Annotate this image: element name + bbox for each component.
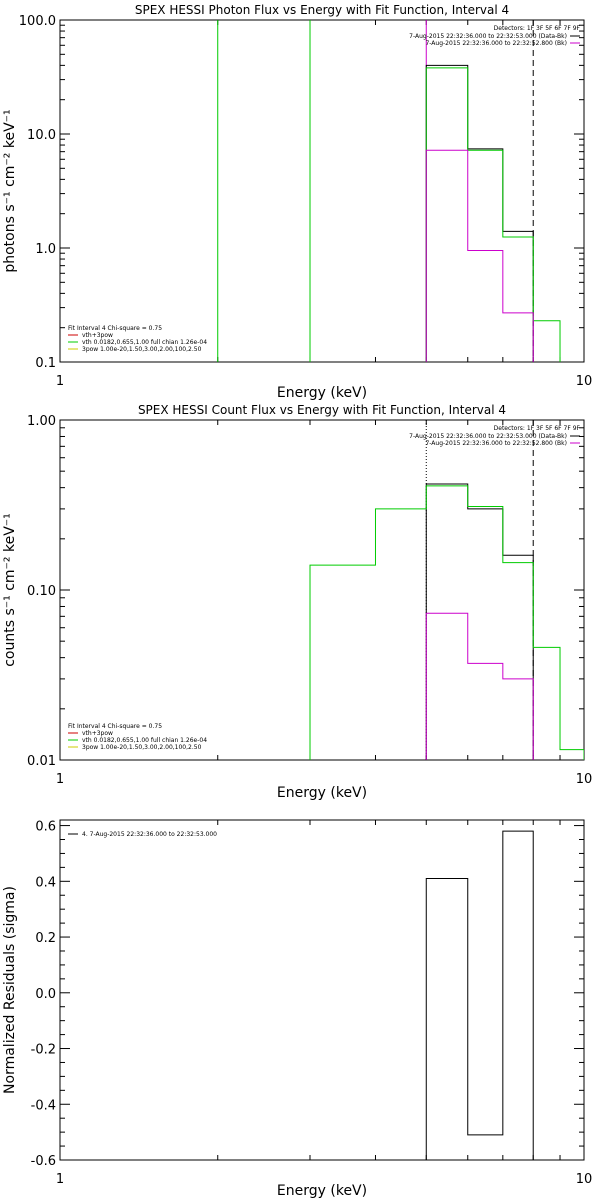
- y-tick-label: 100.0: [19, 14, 56, 29]
- chart-title: SPEX HESSI Count Flux vs Energy with Fit…: [138, 403, 506, 417]
- plot-frame: [59, 819, 585, 1161]
- y-tick-label: 0.1: [35, 356, 56, 371]
- x-axis-label: Energy (keV): [277, 385, 367, 401]
- data-layer: [425, 830, 534, 1160]
- legend-fit-title: Fit Interval 4 Chi-square = 0.75: [68, 723, 162, 730]
- legend-detectors: Detectors: 1F 3F 5F 6F 7F 9F: [494, 25, 581, 32]
- plot-frame: [59, 419, 585, 761]
- data-layer: [309, 420, 584, 760]
- series-2-line: [309, 485, 584, 760]
- series-3-line: [425, 149, 534, 362]
- legend-fit-title: Fit Interval 4 Chi-square = 0.75: [68, 325, 162, 332]
- legend-right-item-1: 7-Aug-2015 22:32:36.000 to 22:32:53.000 …: [409, 433, 567, 440]
- x-tick-label: 10: [576, 1172, 593, 1187]
- y-tick-label: 0.10: [27, 584, 56, 599]
- y-tick-label: 0.6: [35, 820, 56, 835]
- series-1-line: [425, 64, 534, 362]
- legend-left-item-2: vth 0.0182,0.655,1.00 full chian 1.26e-0…: [82, 737, 207, 744]
- y-tick-label: -0.6: [31, 1154, 56, 1169]
- legend-left-item-1: 4. 7-Aug-2015 22:32:36.000 to 22:32:53.0…: [82, 831, 217, 838]
- legend-detectors: Detectors: 1F 3F 5F 6F 7F 9F: [494, 425, 581, 432]
- chart-panel-3: 1 10 -0.6 -0.4 -0.2 0.0 0.2 0.4 0.6 Energy (keV) N…: [2, 819, 593, 1199]
- legend-left-item-1: vth+3pow: [82, 332, 113, 339]
- y-tick-label: -0.4: [31, 1098, 56, 1113]
- y-tick-label: 0.2: [35, 931, 56, 946]
- series-2-line: [425, 67, 561, 362]
- y-axis-label: photons s⁻¹ cm⁻² keV⁻¹: [2, 109, 18, 272]
- legend-left-item-3: 3pow 1.00e-20,1.50,3.00,2.00,100,2.50: [82, 744, 202, 751]
- series-3-line: [425, 612, 534, 760]
- legend-left-item-2: vth 0.0182,0.655,1.00 full chian 1.26e-0…: [82, 339, 207, 346]
- chart-panel-2: 1 10 0.01 0.10 1.00 SPEX HESSI Count Flux vs …: [2, 403, 592, 801]
- data-layer: [217, 20, 561, 362]
- x-tick-label: 10: [576, 772, 593, 787]
- chart-panel-1: 1 10 0.1 1.0 10.0 100.0 SPEX HESSI Photon Flux…: [2, 3, 592, 401]
- x-tick-label: 1: [56, 374, 64, 389]
- y-axis-label: Normalized Residuals (sigma): [2, 886, 18, 1094]
- series-1-line: [425, 483, 534, 760]
- x-tick-label: 10: [576, 374, 593, 389]
- x-tick-label: 1: [56, 772, 64, 787]
- legend-right-item-2: 7-Aug-2015 22:32:36.000 to 22:32:52.800 …: [425, 40, 567, 47]
- x-tick-label: 1: [56, 1172, 64, 1187]
- y-tick-label: 0.0: [35, 987, 56, 1002]
- y-tick-label: 1.0: [35, 242, 56, 257]
- legend-right-item-2: 7-Aug-2015 22:32:36.000 to 22:32:52.800 …: [425, 440, 567, 447]
- plot-frame: [59, 19, 585, 363]
- legend-left-item-3: 3pow 1.00e-20,1.50,3.00,2.00,100,2.50: [82, 346, 202, 353]
- chart-title: SPEX HESSI Photon Flux vs Energy with Fi…: [135, 3, 509, 17]
- y-tick-label: -0.2: [31, 1043, 56, 1058]
- y-axis-label: counts s⁻¹ cm⁻² keV⁻¹: [2, 513, 18, 667]
- series-1-line: [425, 830, 534, 1160]
- x-axis-label: Energy (keV): [277, 785, 367, 801]
- legend-left-item-1: vth+3pow: [82, 730, 113, 737]
- y-tick-label: 0.4: [35, 875, 56, 890]
- y-tick-label: 10.0: [27, 128, 56, 143]
- x-axis-label: Energy (keV): [277, 1183, 367, 1199]
- legend-right-item-1: 7-Aug-2015 22:32:36.000 to 22:32:53.000 …: [409, 33, 567, 40]
- y-tick-label: 0.01: [27, 754, 56, 769]
- y-tick-label: 1.00: [27, 414, 56, 429]
